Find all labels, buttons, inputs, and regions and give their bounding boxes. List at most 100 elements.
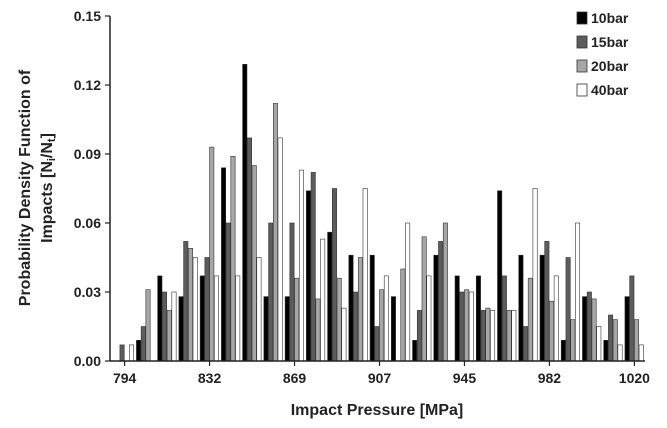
bar-15bar-17 [480,310,486,362]
y-axis-title-mid: /N [39,142,56,158]
bar-20bar-15 [442,222,448,362]
legend: 10bar 15bar 20bar 40bar [576,10,629,98]
bar-20bar-3 [188,248,193,362]
bar-10bar-18 [497,190,503,362]
bar-10bar-16 [454,275,460,362]
bar-20bar-24 [634,319,640,362]
bar-20bar-1 [145,289,151,362]
y-tick-label: 0.12 [74,77,101,93]
bar-10bar-7 [263,296,269,362]
bar-15bar-12 [374,326,380,362]
y-axis-title-sub-i: i [46,158,58,161]
bar-40bar-18 [511,310,517,362]
bar-20bar-17 [485,307,491,362]
bar-20bar-12 [379,289,385,362]
legend-swatch-40bar [576,83,588,97]
bar-10bar-24 [624,296,630,362]
bar-20bar-14 [421,236,427,362]
bar-10bar-5 [221,167,227,362]
bar-20bar-20 [549,300,555,362]
bar-10bar-19 [518,254,524,362]
bar-15bar-20 [544,241,550,362]
bar-10bar-6 [242,64,248,362]
bar-20bar-2 [166,310,172,362]
bar-10bar-12 [369,254,375,362]
bar-15bar-19 [523,326,529,362]
bar-20bar-13 [400,268,406,362]
bar-40bar-14 [426,275,432,362]
bar-15bar-11 [353,291,359,362]
y-axis-title-prefix: Impacts [N [39,161,56,243]
bar-40bar-23 [617,344,623,362]
x-tick-label: 982 [538,370,562,386]
bar-15bar-1 [140,326,146,362]
bar-15bar-8 [289,222,295,362]
bar-20bar-7 [272,103,278,362]
bar-40bar-9 [320,238,326,362]
bar-40bar-22 [596,326,602,362]
x-tick-label: 907 [368,370,392,386]
bar-20bar-21 [570,319,576,362]
bar-10bar-21 [560,339,566,362]
bar-40bar-5 [235,275,241,362]
bar-40bar-7 [277,137,283,362]
y-tick-label: 0.06 [74,215,101,231]
legend-label-20bar: 20bar [591,58,629,74]
bar-40bar-3 [192,257,198,362]
y-tick-label: 0.03 [74,284,101,300]
bar-20bar-19 [527,277,533,362]
bar-10bar-10 [327,231,333,362]
bar-40bar-0 [129,344,134,362]
legend-swatch-15bar [576,35,588,49]
bar-15bar-24 [629,275,635,362]
legend-label-40bar: 40bar [591,82,629,98]
bar-10bar-13 [390,296,396,362]
bar-15bar-14 [416,310,422,362]
bar-15bar-0 [119,344,125,362]
bar-10bar-2 [157,275,163,362]
bar-40bar-8 [298,169,304,362]
x-tick-label: 794 [113,370,137,386]
bar-40bar-17 [490,310,496,362]
bar-40bar-12 [383,275,389,362]
bar-40bar-13 [405,222,411,362]
bar-10bar-20 [539,254,545,362]
bar-15bar-4 [204,257,210,362]
axes-group [109,16,645,362]
bar-40bar-21 [575,222,581,362]
bar-15bar-5 [225,222,231,362]
x-tick-label: 1020 [619,370,650,386]
y-tick-label: 0.00 [74,353,101,369]
bar-15bar-23 [608,314,614,362]
bar-20bar-8 [294,277,300,362]
bar-15bar-18 [501,275,507,362]
bar-15bar-3 [183,241,189,362]
y-axis-title: Probability Density Function of [17,69,34,306]
bar-20bar-4 [209,146,215,362]
bar-10bar-17 [475,275,481,362]
bar-20bar-16 [464,289,470,362]
x-ticks-group: 794832869907945982102010571095 [113,361,650,386]
bars-group [119,64,644,362]
bar-10bar-8 [284,296,290,362]
bar-10bar-9 [306,190,311,362]
bar-40bar-24 [638,344,644,362]
bar-20bar-9 [315,298,321,362]
bar-40bar-19 [532,188,538,362]
bar-10bar-4 [199,275,205,362]
bar-15bar-15 [438,241,444,362]
bar-40bar-16 [468,291,474,362]
bar-40bar-20 [553,275,559,362]
bar-20bar-6 [251,165,257,362]
bar-15bar-10 [331,188,337,362]
y-axis-title-suffix: ] [39,133,56,138]
bar-20bar-5 [230,156,236,362]
bar-15bar-6 [247,137,252,362]
bar-10bar-22 [582,296,588,362]
y-axis-title-line1: Probability Density Function of [17,69,34,306]
bar-15bar-21 [565,257,571,362]
bar-20bar-11 [357,257,363,362]
x-tick-label: 945 [453,370,477,386]
